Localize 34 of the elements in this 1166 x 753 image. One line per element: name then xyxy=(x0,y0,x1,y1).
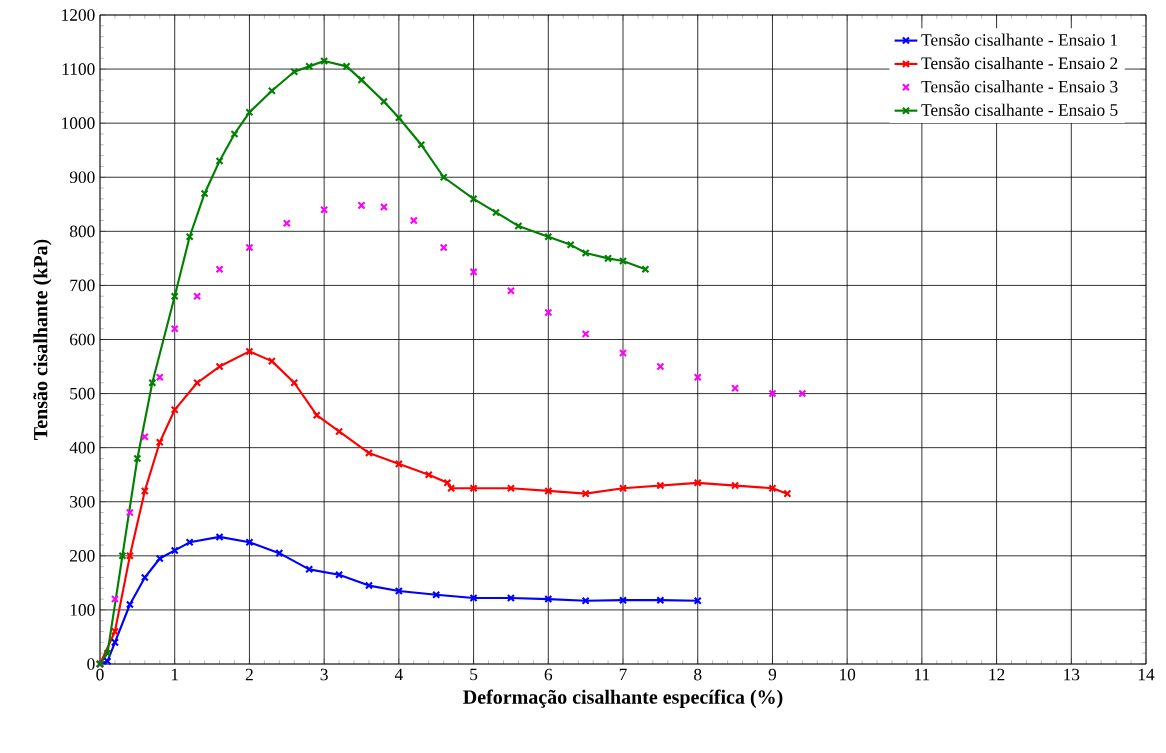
y-tick-label: 1100 xyxy=(62,63,95,75)
x-tick-label: 5 xyxy=(470,668,478,681)
x-tick-label: 13 xyxy=(1064,668,1080,681)
y-tick-label: 800 xyxy=(69,225,95,238)
y-tick-label: 900 xyxy=(69,171,95,184)
x-tick-label: 3 xyxy=(320,668,328,681)
x-axis-title: Deformação cisalhante específica (%) xyxy=(463,689,783,708)
y-tick-label: 0 xyxy=(87,658,95,670)
y-tick-label: 300 xyxy=(70,495,95,508)
y-tick-label: 700 xyxy=(70,279,95,292)
y-tick-label: 500 xyxy=(70,387,95,400)
x-tick-label: 6 xyxy=(544,668,553,681)
x-tick-label: 14 xyxy=(1138,668,1155,681)
y-tick-label: 1200 xyxy=(62,9,95,21)
y-tick-label: 600 xyxy=(70,333,95,346)
legend-label: Tensão cisalhante - Ensaio 2 xyxy=(921,56,1118,70)
x-tick-label: 4 xyxy=(394,668,403,681)
y-tick-label: 100 xyxy=(70,604,95,616)
x-tick-label: 1 xyxy=(171,668,179,681)
x-tick-label: 12 xyxy=(989,668,1005,681)
y-tick-label: 400 xyxy=(69,441,95,454)
x-tick-label: 8 xyxy=(694,668,702,681)
x-tick-label: 10 xyxy=(840,668,856,681)
x-tick-label: 9 xyxy=(768,668,777,681)
y-axis-title: Tensão cisalhante (kPa) xyxy=(33,239,52,440)
y-tick-label: 1000 xyxy=(62,117,95,130)
x-tick-label: 11 xyxy=(915,668,930,681)
x-tick-label: 0 xyxy=(96,668,104,681)
x-tick-label: 7 xyxy=(619,668,627,681)
y-tick-label: 200 xyxy=(70,549,95,562)
x-tick-label: 2 xyxy=(245,668,253,681)
legend-label: Tensão cisalhante - Ensaio 3 xyxy=(921,80,1118,93)
legend-label: Tensão cisalhante - Ensaio 5 xyxy=(921,103,1118,116)
legend-label: Tensão cisalhante - Ensaio 1 xyxy=(921,33,1118,46)
